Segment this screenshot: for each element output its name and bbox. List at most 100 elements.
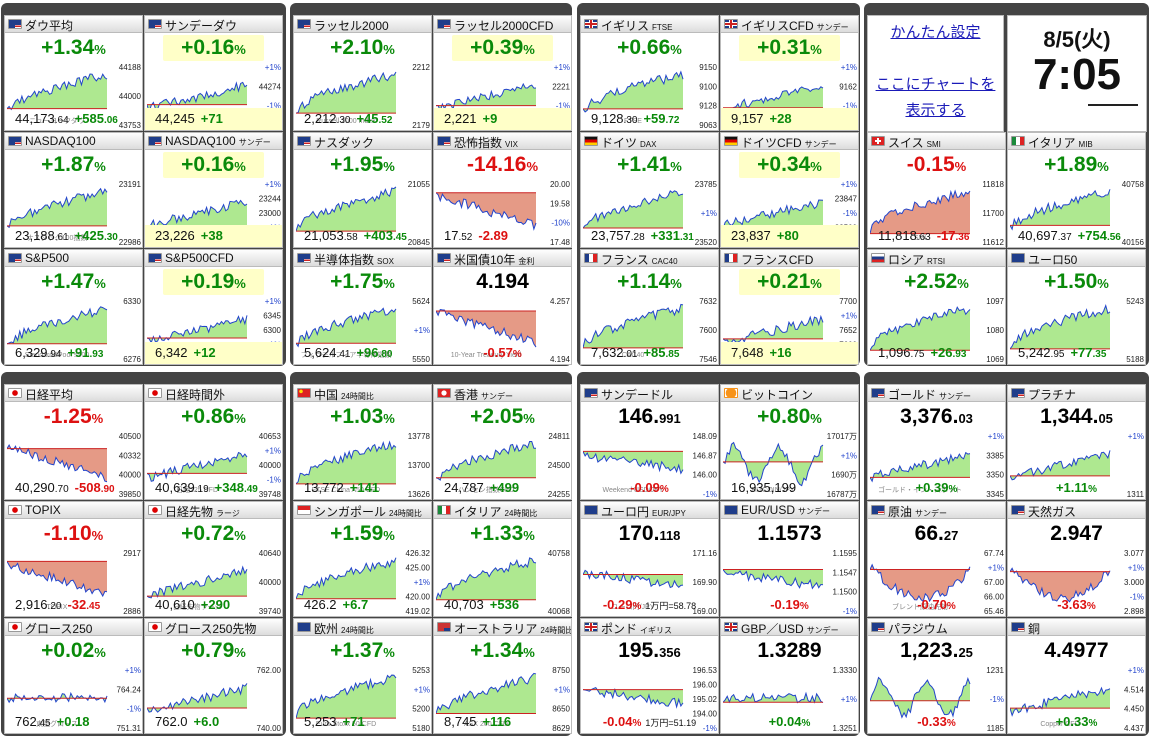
market-tile-nk_fut[interactable]: 日経先物 ラージ +0.72% 日経先物ラージ 40640 40000 39740 40,61… — [144, 501, 283, 617]
chart-line — [582, 190, 684, 229]
market-tile-nikkei_after[interactable]: 日経時間外 +0.86% 日経225 CFD 40653 +1% 40000 -1% 3974… — [144, 384, 283, 500]
market-tile-g250f[interactable]: グロース250先物 +0.79% 762.00 740.00 762.0 +6.0 — [144, 618, 283, 734]
change-suffix: % — [1097, 159, 1109, 174]
axis-label: +1% — [414, 685, 430, 694]
change-main: +1.34 — [470, 639, 524, 662]
price-diff-dec: .56 — [1106, 232, 1121, 243]
market-tile-mib[interactable]: イタリア MIB +1.89% 40758 40156 40,697.37 +754.56 — [1007, 132, 1146, 248]
current-price: 762.45 — [15, 714, 51, 729]
market-tile-eurjpy[interactable]: ユーロ円 EUR/JPY 170.118 ユーロ円/JPY 171.16 169.90 16… — [580, 501, 719, 617]
change-main: +0.34 — [757, 153, 811, 176]
market-tile-usdjpy[interactable]: サンデードル 146.991 Weekend USD/JPY 148.09 146.87… — [580, 384, 719, 500]
market-tile-vix[interactable]: 恐怖指数 VIX -14.16% 20.00 19.58 -10% 17.48 17.52 -2… — [433, 132, 572, 248]
current-price-int: 40,610 — [155, 597, 195, 612]
market-tile-gold[interactable]: ゴールド サンデー 3,376.03 ゴールド・イン・スポット +1% 3385 3350 3… — [867, 384, 1006, 500]
tile-footer: 762.0 +6.0 — [145, 711, 282, 733]
chart-area-wrap: 762.00 740.00 — [146, 664, 282, 733]
price-chart: ユーロ円/JPY 171.16 169.90 169.00 — [582, 547, 718, 616]
price-chart: Standard&Poor's500 6330 6276 — [6, 295, 142, 364]
tile-title: 天然ガス — [1028, 503, 1079, 518]
price-diff-dec: .80 — [378, 349, 393, 360]
chart-area — [7, 74, 107, 110]
axis-label: 196.53 — [693, 666, 718, 675]
price-chart: Russell 2000 Index 2212 2179 — [295, 61, 431, 130]
axis-label: -10% — [551, 219, 570, 228]
market-tile-sox[interactable]: 半導体指数 SOX +1.75% フィラデルフィア半導体指数 5624 +1% 5550 5,… — [293, 249, 432, 365]
market-tile-dax_cfd[interactable]: ドイツCFDサンデー+0.34%+1%23847-1%235002340123,… — [720, 132, 859, 248]
market-tile-cac_cfd[interactable]: フランスCFD+0.21%7700+1%7652760075447,648+16 — [720, 249, 859, 365]
market-tile-plat[interactable]: プラチナ 1,344.05 +1% 1311 +1.11% — [1007, 384, 1146, 500]
market-tile-nikkei[interactable]: 日経平均 -1.25% 40500 40332 40000 39850 40,290.70-… — [4, 384, 143, 500]
market-tile-gbpjpy[interactable]: ポンド イギリス 195.356 196.53 196.00 195.02 194.00 -1… — [580, 618, 719, 734]
tile-header: GBP／USD サンデー — [721, 619, 858, 636]
market-tile-rus[interactable]: ラッセル2000 +2.10% Russell 2000 Index 2212 2179… — [293, 15, 432, 131]
price-diff: +536 — [490, 597, 519, 612]
market-tile-sg[interactable]: シンガポール 24時間比 +1.59% 426.32 425.00 +1% 420.00 41… — [293, 501, 432, 617]
tile-subtitle: 24時間比 — [504, 509, 538, 518]
axis-label: +1% — [1128, 432, 1144, 441]
market-tile-pall[interactable]: パラジウム 1,223.25 1231 -1% 1185 -0.33% — [867, 618, 1006, 734]
market-tile-euro50[interactable]: ユーロ50 +1.50% 5243 5188 5,242.95 +77.35 — [1007, 249, 1146, 365]
change-value: +0.21% — [739, 269, 840, 295]
current-price-int: 24,787 — [444, 480, 484, 495]
chart-area-wrap: 40758 40156 — [1009, 178, 1145, 247]
market-tile-rus_cfd[interactable]: ラッセル2000CFD+0.39%Russell 2000 CFD+1%2221… — [433, 15, 572, 131]
price-diff-int: +96 — [356, 345, 379, 360]
tile-footer: 9,128.30 +59.72 — [581, 108, 718, 130]
current-price-int: 762.0 — [155, 714, 188, 729]
market-tile-g250[interactable]: グロース250 +0.02% 東証グロース +1% 764.24 -1% 751.31 762… — [4, 618, 143, 734]
tile-footer: -0.19% — [721, 594, 858, 616]
price-diff-dec: % — [801, 718, 811, 729]
price-diff: +331.31 — [651, 228, 694, 243]
market-tile-gbpusd[interactable]: GBP／USD サンデー 1.3289 1.3330 +1% 1.3251 +0.04% — [720, 618, 859, 734]
tile-subtitle: サンデー — [915, 509, 948, 518]
market-tile-btc[interactable]: ビットコイン +0.80% BITCOIN/JPY 17017万 +1% 1690万 167… — [720, 384, 859, 500]
axis-label: 40000 — [259, 461, 282, 470]
price-diff-int: +0.33 — [1055, 714, 1089, 729]
flag-us-icon — [1011, 622, 1025, 632]
flag-uk-icon — [724, 19, 738, 29]
change-suffix: % — [383, 42, 395, 57]
change-main: +1.14 — [617, 270, 671, 293]
tile-title: サンデーダウ — [165, 17, 240, 32]
easy-setting-link[interactable]: かんたん設定 — [890, 24, 981, 41]
market-tile-au[interactable]: オーストラリア 24時間比 +1.34% ASX 200 CFD 8750 +1% 8650… — [433, 618, 572, 734]
market-tile-ftse[interactable]: イギリス FTSE +0.66% FTSE 9150 9100 9128 9063 9,128.… — [580, 15, 719, 131]
axis-label: 13778 — [408, 432, 431, 441]
market-tile-copper[interactable]: 銅 4.4977 Copper CFD +1% 4.514 4.450 4.437 +0.33… — [1007, 618, 1146, 734]
flag-ru-icon — [871, 253, 885, 263]
market-tile-rtsi[interactable]: ロシア RTSI +2.52% 1097 1080 1069 1,096.75 +26.93 — [867, 249, 1006, 365]
market-tile-cac[interactable]: フランス CAC40 +1.14% CAC40 7632 7600 7546 7,632.01… — [580, 249, 719, 365]
market-tile-sp[interactable]: S&P500 +1.47% Standard&Poor's500 6330 6276 6,… — [4, 249, 143, 365]
chart-placeholder-line1: ここにチャートを — [875, 76, 996, 93]
change-main: +0.21 — [757, 270, 811, 293]
market-tile-dow[interactable]: ダウ平均 +1.34% ニューヨークダウ 44188 44000 43753 44,173.… — [4, 15, 143, 131]
market-tile-smi[interactable]: スイス SMI -0.15% SMI 11818 11700 11612 11,818.63-… — [867, 132, 1006, 248]
tile-title-text: 日経先物 — [165, 505, 214, 519]
market-tile-it24[interactable]: イタリア 24時間比 +1.33% 40758 40068 40,703 +536 — [433, 501, 572, 617]
market-tile-sp_cfd[interactable]: S&P500CFD+0.19%S&P 500 CFD+1%63456300-1%… — [144, 249, 283, 365]
current-price-int: 426.2 — [304, 597, 337, 612]
price-diff-dec: .45 — [86, 601, 101, 612]
market-tile-topix[interactable]: TOPIX -1.10% TOPIX 2917 2886 2,916.20 -32.45 — [4, 501, 143, 617]
market-tile-us10[interactable]: 米国債10年 金利 4.194 10-Year Treasury Yield 4.257… — [433, 249, 572, 365]
market-tile-eurusd[interactable]: EUR/USD サンデー 1.1573 1.1595 1.1547 1.1500 -1% -0… — [720, 501, 859, 617]
market-tile-dow_sun[interactable]: サンデーダウ+0.16%ダウ平均 CFD+1%44274-1%4350744,2… — [144, 15, 283, 131]
market-tile-oil[interactable]: 原油 サンデー 66.27 ブレント原油先物 67.74 +1% 67.00 66.00 65.… — [867, 501, 1006, 617]
price-chart: 日経225 CFD 40653 +1% 40000 -1% 39748 — [146, 430, 282, 499]
chart-placeholder-link[interactable]: ここにチャートを 表示する — [868, 72, 1003, 124]
price-diff-dec: .36 — [955, 232, 970, 243]
market-tile-gas[interactable]: 天然ガス 2.947 3.077 +1% 3.000 -1% 2.898 -3.63% — [1007, 501, 1146, 617]
axis-label: 2212 — [412, 63, 430, 72]
chart-area-wrap: 1.3330 +1% 1.3251 — [722, 664, 858, 733]
market-tile-nasdaq[interactable]: ナスダック +1.95% 21055 20845 21,053.58 +403.45 — [293, 132, 432, 248]
market-tile-ndq[interactable]: NASDAQ100 +1.87% ナスダック100指数 23191 22986 23,18… — [4, 132, 143, 248]
yen-reference: 1万円=58.78 — [645, 601, 697, 611]
market-tile-eu24[interactable]: 欧州 24時間比 +1.37% Euro Stoxx 50 CFD 5253 +1% 520… — [293, 618, 432, 734]
market-tile-dax[interactable]: ドイツ DAX +1.41% 23785 +1% 23520 23,757.28 +331.3… — [580, 132, 719, 248]
current-price: 9,157 — [731, 111, 764, 126]
market-tile-china[interactable]: 中国 24時間比 +1.03% FTSE China A50 CFD 13778 1370… — [293, 384, 432, 500]
market-tile-hk[interactable]: 香港 サンデー +2.05% ハンセン指数CFD 24811 24500 24255 24,7… — [433, 384, 572, 500]
